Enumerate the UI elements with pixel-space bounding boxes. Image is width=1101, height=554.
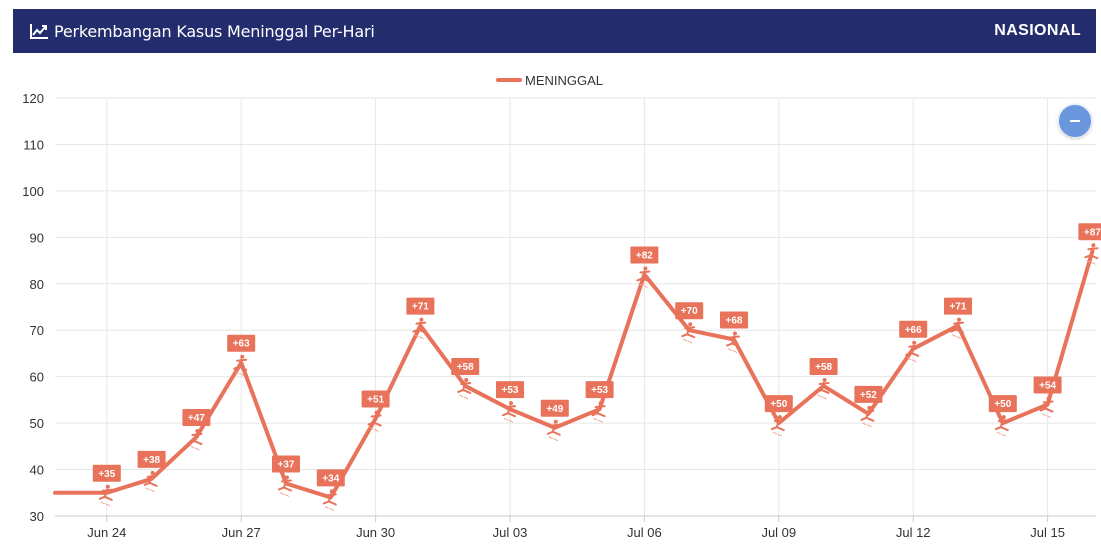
data-label-box — [496, 381, 524, 399]
data-label-box — [92, 464, 121, 482]
person-marker-icon[interactable] — [815, 377, 830, 400]
data-label: +70 — [681, 306, 698, 317]
scope-label: NASIONAL — [994, 22, 1081, 39]
person-marker-icon[interactable] — [905, 340, 920, 363]
person-marker-icon[interactable] — [950, 317, 964, 340]
legend-label[interactable]: MENINGGAL — [525, 73, 603, 88]
data-label-box — [406, 297, 435, 315]
data-label: +47 — [188, 413, 205, 424]
data-label: +52 — [860, 390, 877, 401]
person-marker-icon[interactable] — [1084, 243, 1099, 265]
data-label: +49 — [546, 404, 563, 415]
data-label: +37 — [278, 459, 295, 470]
person-marker-icon[interactable] — [994, 415, 1009, 437]
line-chart-icon — [28, 21, 50, 41]
person-marker-icon[interactable] — [457, 377, 472, 400]
data-label-box — [137, 450, 166, 468]
data-label: +63 — [233, 339, 250, 350]
data-label: +71 — [412, 302, 429, 313]
data-label: +53 — [591, 385, 608, 396]
data-label-box — [316, 469, 345, 487]
person-marker-icon[interactable] — [1039, 396, 1054, 418]
y-tick-label: 40 — [30, 463, 44, 478]
person-marker-icon[interactable] — [636, 266, 651, 288]
y-tick-label: 100 — [22, 184, 44, 199]
data-label-box — [361, 390, 390, 408]
data-label: +38 — [143, 455, 160, 466]
data-label: +53 — [502, 385, 519, 396]
data-label: +35 — [98, 469, 115, 480]
chart-header: Perkembangan Kasus Meninggal Per-Hari NA… — [13, 9, 1096, 53]
x-tick-label: Jun 27 — [222, 525, 261, 540]
x-tick-label: Jul 06 — [627, 525, 662, 540]
chart-title: Perkembangan Kasus Meninggal Per-Hari — [54, 21, 375, 41]
zoom-out-button[interactable] — [1058, 104, 1092, 138]
data-label-box — [764, 395, 793, 413]
data-label-box — [227, 334, 256, 352]
data-label-box — [272, 455, 300, 473]
y-tick-label: 30 — [30, 509, 44, 524]
y-tick-label: 80 — [30, 277, 44, 292]
y-tick-label: 120 — [22, 91, 44, 106]
data-label-box — [720, 311, 748, 329]
y-tick-label: 90 — [30, 230, 44, 245]
person-marker-icon[interactable] — [860, 405, 875, 428]
data-label-box — [1033, 376, 1062, 394]
data-label: +58 — [815, 362, 832, 373]
person-marker-icon[interactable] — [98, 484, 113, 507]
data-label: +58 — [457, 362, 474, 373]
person-marker-icon[interactable] — [770, 415, 785, 437]
data-label: +50 — [994, 399, 1011, 410]
x-tick-label: Jul 12 — [896, 525, 931, 540]
data-label: +87 — [1084, 227, 1101, 238]
minus-icon — [1070, 120, 1080, 122]
person-marker-icon[interactable] — [681, 322, 696, 344]
x-tick-label: Jun 24 — [87, 525, 126, 540]
data-label: +66 — [905, 325, 922, 336]
data-label: +50 — [770, 399, 787, 410]
data-label-box — [182, 409, 211, 427]
person-marker-icon[interactable] — [322, 489, 337, 511]
person-marker-icon[interactable] — [591, 401, 606, 423]
data-label-box — [988, 395, 1017, 413]
person-marker-icon[interactable] — [188, 429, 203, 451]
person-marker-icon[interactable] — [502, 401, 516, 423]
person-marker-icon[interactable] — [367, 410, 382, 432]
data-label-box — [899, 320, 928, 338]
data-label-box — [809, 357, 838, 375]
data-label-box — [451, 357, 480, 375]
line-chart: 30 40 50 60 70 80 90 100 110 120 Jun 24 Jun 27 Jun 3… — [22, 73, 1101, 540]
data-label-box — [540, 399, 569, 417]
person-marker-icon[interactable] — [143, 470, 158, 493]
y-tick-label: 70 — [30, 323, 44, 338]
x-tick-label: Jul 03 — [493, 525, 528, 540]
data-label: +54 — [1039, 381, 1056, 392]
y-tick-label: 60 — [30, 370, 44, 385]
y-tick-label: 110 — [23, 137, 44, 152]
data-label-box — [854, 385, 883, 403]
data-label: +51 — [367, 394, 384, 405]
person-marker-icon[interactable] — [726, 331, 740, 353]
person-marker-icon[interactable] — [546, 419, 561, 442]
data-label-box — [1078, 223, 1101, 241]
person-marker-icon[interactable] — [233, 354, 248, 377]
data-label: +68 — [726, 316, 743, 327]
x-tick-label: Jun 30 — [356, 525, 395, 540]
person-marker-icon[interactable] — [412, 317, 427, 340]
data-label: +82 — [636, 250, 653, 261]
x-tick-label: Jul 15 — [1030, 525, 1065, 540]
data-label: +34 — [322, 473, 339, 484]
data-label-box — [675, 302, 704, 320]
data-label-box — [630, 246, 659, 264]
person-marker-icon[interactable] — [278, 475, 292, 497]
x-tick-label: Jul 09 — [761, 525, 796, 540]
series-line-meninggal — [53, 249, 1095, 500]
data-label-box — [585, 381, 614, 399]
data-label-box — [944, 297, 972, 315]
data-label: +71 — [950, 302, 967, 313]
y-tick-label: 50 — [30, 416, 44, 431]
